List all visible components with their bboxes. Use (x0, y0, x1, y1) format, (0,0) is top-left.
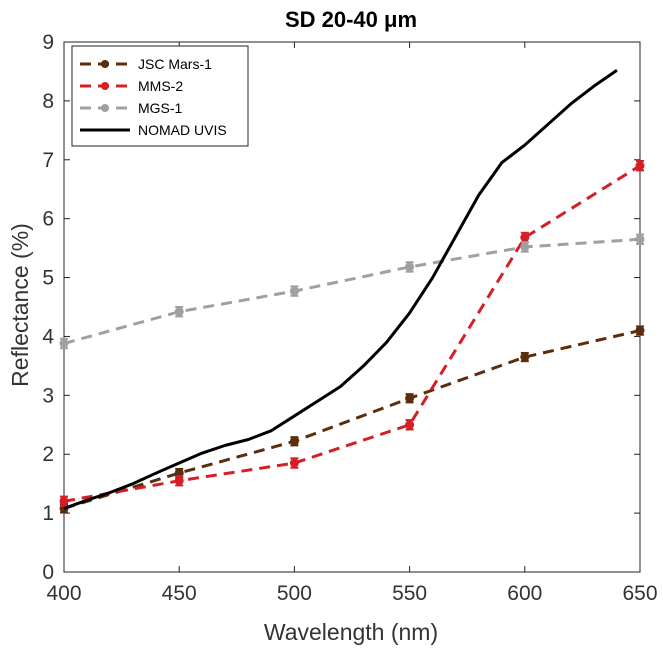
series-line-nomad-uvis (63, 69, 618, 510)
data-point-mgs-1 (520, 242, 530, 252)
x-tick-label: 400 (46, 582, 81, 605)
data-point-mms-2 (289, 458, 299, 468)
series-line-mgs-1 (63, 237, 641, 345)
data-point-mgs-1 (405, 262, 415, 272)
data-point-mms-2 (174, 476, 184, 486)
legend-marker-mgs-1 (101, 104, 109, 112)
data-point-jsc-mars-1 (520, 352, 530, 362)
x-tick-label: 500 (277, 582, 312, 605)
y-tick-label: 3 (42, 384, 54, 407)
y-tick-label: 8 (42, 90, 54, 113)
legend-label-mms-2: MMS-2 (138, 78, 183, 94)
y-tick-label: 9 (42, 31, 54, 54)
y-tick-label: 7 (42, 149, 54, 172)
chart-title: SD 20-40 μm (285, 7, 417, 32)
data-point-mms-2 (520, 233, 530, 243)
data-point-mgs-1 (174, 307, 184, 317)
legend-marker-mms-2 (101, 82, 109, 90)
data-point-mms-2 (405, 420, 415, 430)
x-axis-label: Wavelength (nm) (264, 619, 438, 645)
data-point-mgs-1 (289, 286, 299, 296)
legend-label-nomad-uvis: NOMAD UVIS (138, 122, 227, 138)
x-tick-label: 650 (622, 582, 657, 605)
y-axis-label: Reflectance (%) (7, 223, 33, 387)
data-point-jsc-mars-1 (635, 326, 645, 336)
x-tick-label: 450 (162, 582, 197, 605)
y-tick-label: 4 (42, 325, 54, 348)
data-point-mgs-1 (59, 339, 69, 349)
y-tick-label: 0 (42, 561, 54, 584)
x-tick-label: 600 (507, 582, 542, 605)
plot-area: 400 450 500 550 600 650 0 1 2 3 4 5 6 7 8 9 (42, 31, 657, 605)
series-line-mms-2 (63, 164, 641, 503)
legend-label-jsc-mars-1: JSC Mars-1 (138, 56, 212, 72)
axes-frame (63, 41, 641, 573)
legend-label-mgs-1: MGS-1 (138, 100, 183, 116)
data-point-mms-2 (59, 496, 69, 506)
legend: JSC Mars-1 MMS-2 MGS-1 NOMAD UVIS (71, 45, 249, 147)
y-tick-label: 1 (42, 502, 54, 525)
series-line-jsc-mars-1 (63, 329, 641, 510)
y-tick-label: 5 (42, 267, 54, 290)
data-point-jsc-mars-1 (289, 436, 299, 446)
data-point-mgs-1 (635, 234, 645, 244)
data-point-jsc-mars-1 (405, 393, 415, 403)
y-tick-label: 2 (42, 443, 54, 466)
data-point-mms-2 (635, 161, 645, 171)
x-tick-label: 550 (392, 582, 427, 605)
legend-marker-jsc-mars-1 (101, 60, 109, 68)
y-tick-label: 6 (42, 208, 54, 231)
